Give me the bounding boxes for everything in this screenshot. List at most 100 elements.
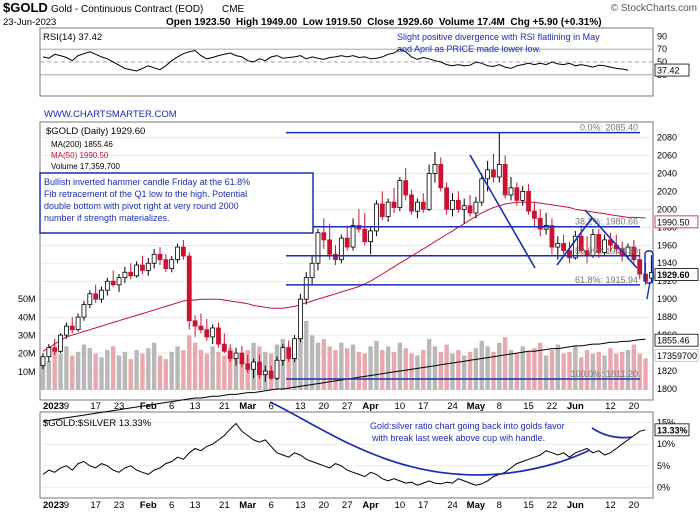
candle-body — [403, 180, 409, 196]
volume-bar — [409, 353, 414, 390]
ma50-value-label: 1990.50 — [657, 217, 690, 227]
candle-body — [210, 327, 216, 338]
candle-body — [52, 347, 58, 352]
fib-label: 0.0%: 2085.40 — [580, 123, 638, 133]
volume-tick-label: 30M — [18, 330, 36, 340]
volume-bar — [444, 344, 449, 390]
volume-bar — [608, 348, 613, 390]
rsi-layer: 9070503037.42 — [40, 31, 690, 80]
x-tick-label: 17 — [418, 500, 429, 511]
candle-body — [496, 164, 502, 178]
fib-label: 38.2%: 1980.66 — [575, 217, 638, 227]
volume-bar — [619, 351, 625, 390]
volume-bar — [210, 346, 215, 390]
candle-body — [145, 262, 151, 271]
annotation-line-2: Fib retracement of the Q1 low to the hig… — [44, 189, 247, 199]
x-tick-label: 6 — [269, 401, 274, 412]
volume-bar — [555, 344, 560, 390]
x-tick-label: 23 — [114, 401, 125, 412]
volume-bar — [339, 342, 344, 390]
candle-body — [397, 180, 403, 208]
volume-bar — [58, 353, 63, 390]
candle-body — [572, 235, 578, 259]
volume-bar — [64, 346, 69, 390]
candle-body — [268, 370, 274, 379]
x-tick-label: 27 — [342, 401, 353, 412]
candle-body — [455, 199, 461, 210]
volume-bar — [116, 355, 122, 390]
price-tick-label: 2020 — [657, 186, 677, 196]
x-tick-label: 2023 — [43, 401, 64, 412]
ratio-panel — [39, 411, 654, 499]
volume-bar — [397, 342, 403, 390]
volume-bar — [204, 353, 209, 390]
x-tick-label: 22 — [547, 500, 558, 511]
volume-bar — [222, 355, 227, 390]
candle-body — [309, 262, 315, 279]
candle-body — [596, 234, 602, 253]
volume-tick-label: 20M — [18, 349, 36, 359]
x-tick-label: 12 — [605, 401, 616, 412]
volume-bar — [146, 348, 151, 390]
candle-body — [549, 225, 555, 248]
rsi-tick-label: 50 — [657, 57, 667, 67]
volume-bar — [81, 344, 87, 390]
candle-body — [362, 228, 368, 243]
volume-bar — [467, 351, 473, 390]
x-tick-label: 13 — [295, 401, 306, 412]
ratio-value-tag — [654, 423, 690, 437]
x-tick-label: 20 — [319, 500, 330, 511]
x-axis-layer: 202320239917172323FebFeb6613132121MarMar… — [43, 401, 639, 511]
volume-bar — [111, 346, 116, 390]
volume-bar — [333, 350, 338, 390]
ma200-value-tag — [654, 333, 699, 347]
volume-bar — [87, 348, 92, 390]
x-tick-label: 12 — [605, 500, 616, 511]
exchange: CME — [222, 4, 245, 15]
fib-label: 100.0%: 1811.20 — [571, 369, 638, 379]
price-tick-label: 1900 — [657, 294, 677, 304]
volume-bar — [151, 342, 157, 390]
candle-body — [245, 363, 251, 370]
x-tick-label: 8 — [497, 500, 502, 511]
x-tick-label: 17 — [418, 401, 429, 412]
volume-bar — [450, 353, 455, 390]
candle-body — [251, 361, 257, 370]
volume-bar — [573, 346, 578, 390]
handle-arc — [591, 427, 633, 439]
candle-body — [561, 243, 567, 252]
annotation-line-4: number if strength materializes. — [44, 213, 170, 223]
candle-body — [157, 253, 163, 261]
candle-body — [128, 271, 134, 277]
price-tick-label: 2080 — [657, 132, 677, 142]
volume-bar — [380, 350, 385, 390]
volume-bar — [602, 355, 607, 390]
candle-body — [274, 359, 280, 379]
candle-body — [338, 237, 344, 261]
x-tick-label: 27 — [342, 500, 353, 511]
candle-body — [69, 325, 75, 331]
candle-body — [280, 347, 286, 361]
volume-bar — [350, 344, 356, 390]
volume-bar — [590, 353, 596, 390]
legend-ma50: MA(50) 1990.50 — [51, 151, 109, 160]
ratio-title: $GOLD:$SILVER 13.33% — [43, 418, 152, 429]
volume-bar — [532, 348, 537, 390]
candle-body — [491, 169, 496, 178]
volume-bar — [374, 340, 379, 390]
volume-bar — [403, 348, 408, 390]
fib-label: 50.0%: 1948.30 — [575, 246, 638, 256]
x-tick-label: 17 — [90, 401, 101, 412]
candle-body — [520, 190, 526, 201]
volume-bar — [456, 350, 461, 390]
candle-body — [368, 230, 374, 243]
volume-bar — [479, 340, 484, 390]
volume-bar — [122, 351, 128, 390]
candle-body — [637, 259, 643, 275]
candle-body — [374, 203, 379, 232]
x-tick-label: 20 — [629, 500, 640, 511]
price-tick-label: 2060 — [657, 150, 677, 160]
candle-body — [198, 325, 204, 331]
ratio-line — [42, 422, 646, 486]
volume-bar — [99, 357, 104, 390]
